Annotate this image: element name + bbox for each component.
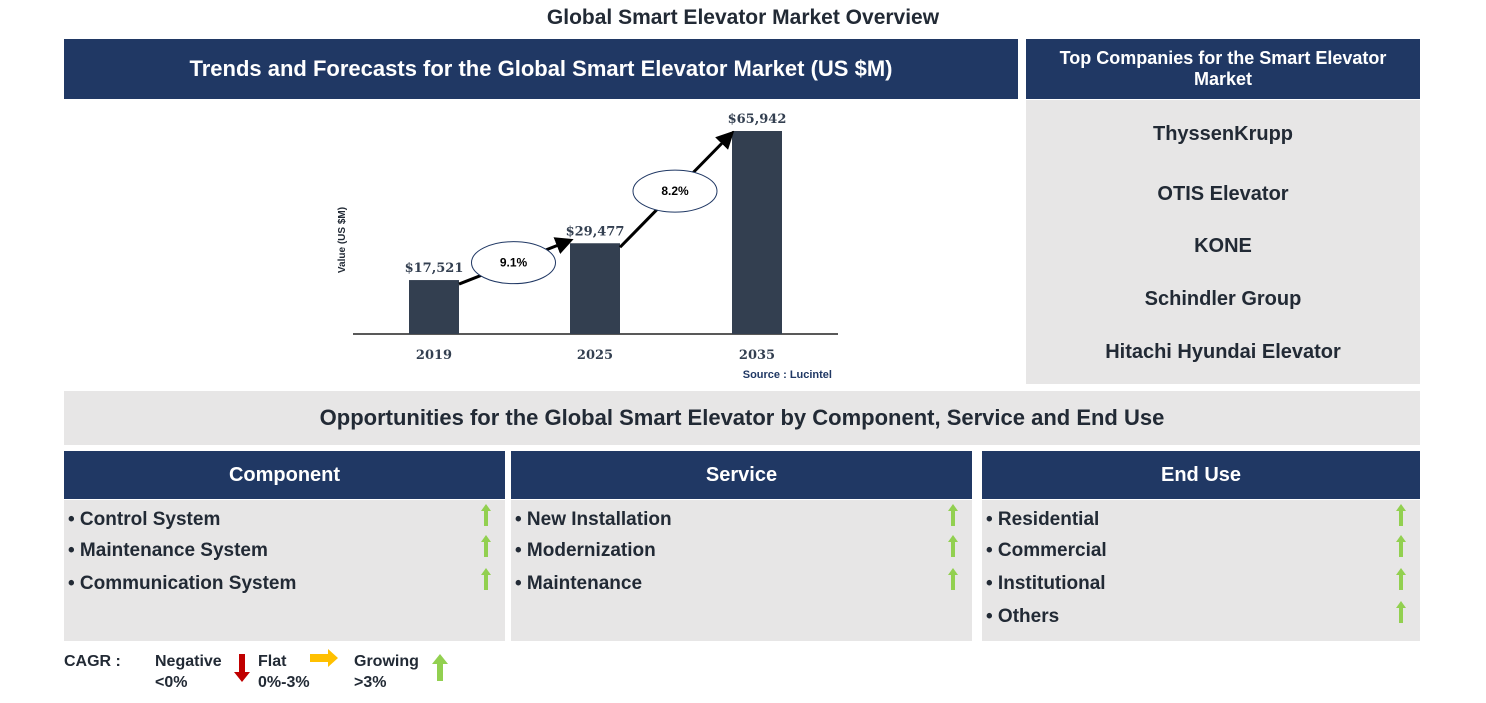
trends-header: Trends and Forecasts for the Global Smar… — [64, 39, 1018, 99]
bar-2019 — [409, 280, 459, 334]
list-item: • Institutional — [986, 573, 1106, 594]
legend-flat-range: 0%-3% — [258, 674, 310, 691]
legend-flat-label: Flat — [258, 653, 287, 670]
data-label: $17,521 — [405, 261, 464, 276]
legend-flat: Flat 0%-3% — [258, 651, 310, 693]
legend-growing: Growing >3% — [354, 651, 419, 693]
growing-arrow-icon — [481, 535, 491, 557]
growing-arrow-icon — [481, 504, 491, 526]
column-header-2: End Use — [982, 451, 1420, 499]
list-item: • Communication System — [68, 573, 297, 594]
x-tick-label: 2019 — [416, 348, 452, 363]
growing-arrow-icon — [948, 504, 958, 526]
page-title: Global Smart Elevator Market Overview — [546, 6, 940, 29]
company-item: Hitachi Hyundai Elevator — [1105, 341, 1341, 363]
cagr-label: 8.2% — [661, 184, 689, 198]
y-axis-label: Value (US $M) — [337, 207, 348, 273]
growing-arrow-icon — [948, 568, 958, 590]
x-tick-label: 2035 — [739, 348, 775, 363]
column-body-2: • Residential • Commercial • Institution… — [982, 500, 1420, 641]
list-item: • Residential — [986, 509, 1100, 530]
list-item: • New Installation — [515, 509, 672, 530]
arrow-down-icon — [234, 654, 250, 682]
growing-arrow-icon — [1396, 568, 1406, 590]
source-note: Source : Lucintel — [742, 369, 832, 381]
company-item: Schindler Group — [1144, 288, 1302, 310]
growing-arrow-icon — [1396, 535, 1406, 557]
bar-2035 — [732, 131, 782, 334]
top-companies-header: Top Companies for the Smart Elevator Mar… — [1026, 39, 1420, 99]
top-companies-list: ThyssenKrupp OTIS Elevator KONE Schindle… — [1026, 100, 1420, 384]
legend-negative-range: <0% — [155, 674, 188, 691]
column-header-1: Service — [511, 451, 972, 499]
data-label: $65,942 — [728, 112, 787, 127]
arrow-up-icon — [432, 654, 448, 681]
growing-arrow-icon — [1396, 504, 1406, 526]
list-item: • Commercial — [986, 540, 1107, 561]
growing-arrow-icon — [1396, 601, 1406, 623]
opportunities-header: Opportunities for the Global Smart Eleva… — [64, 391, 1420, 445]
cagr-ellipse — [471, 241, 556, 285]
column-body-1: • New Installation • Modernization • Mai… — [511, 500, 972, 641]
list-item: • Others — [986, 606, 1060, 627]
list-item: • Control System — [68, 509, 221, 530]
legend-cagr-label: CAGR : — [64, 653, 121, 670]
legend-negative: Negative <0% — [155, 651, 222, 693]
cagr-label: 9.1% — [500, 256, 528, 270]
legend-growing-range: >3% — [354, 674, 387, 691]
bar-chart: Value (US $M) $17,521 2019 $29,477 2025 $65,… — [337, 112, 838, 363]
legend-negative-label: Negative — [155, 653, 222, 670]
company-item: OTIS Elevator — [1157, 183, 1289, 205]
arrow-right-icon — [310, 649, 338, 667]
growing-arrow-icon — [481, 568, 491, 590]
list-item: • Maintenance — [515, 573, 643, 594]
data-label: $29,477 — [566, 224, 625, 239]
column-body-0: • Control System • Maintenance System • … — [64, 500, 505, 641]
company-item: ThyssenKrupp — [1152, 123, 1294, 145]
list-item: • Maintenance System — [68, 540, 268, 561]
legend-growing-label: Growing — [354, 653, 419, 670]
growing-arrow-icon — [948, 535, 958, 557]
cagr-ellipse — [632, 169, 718, 213]
company-item: KONE — [1194, 235, 1252, 257]
x-tick-label: 2025 — [577, 348, 613, 363]
column-header-0: Component — [64, 451, 505, 499]
bar-2025 — [570, 243, 620, 334]
list-item: • Modernization — [515, 540, 656, 561]
